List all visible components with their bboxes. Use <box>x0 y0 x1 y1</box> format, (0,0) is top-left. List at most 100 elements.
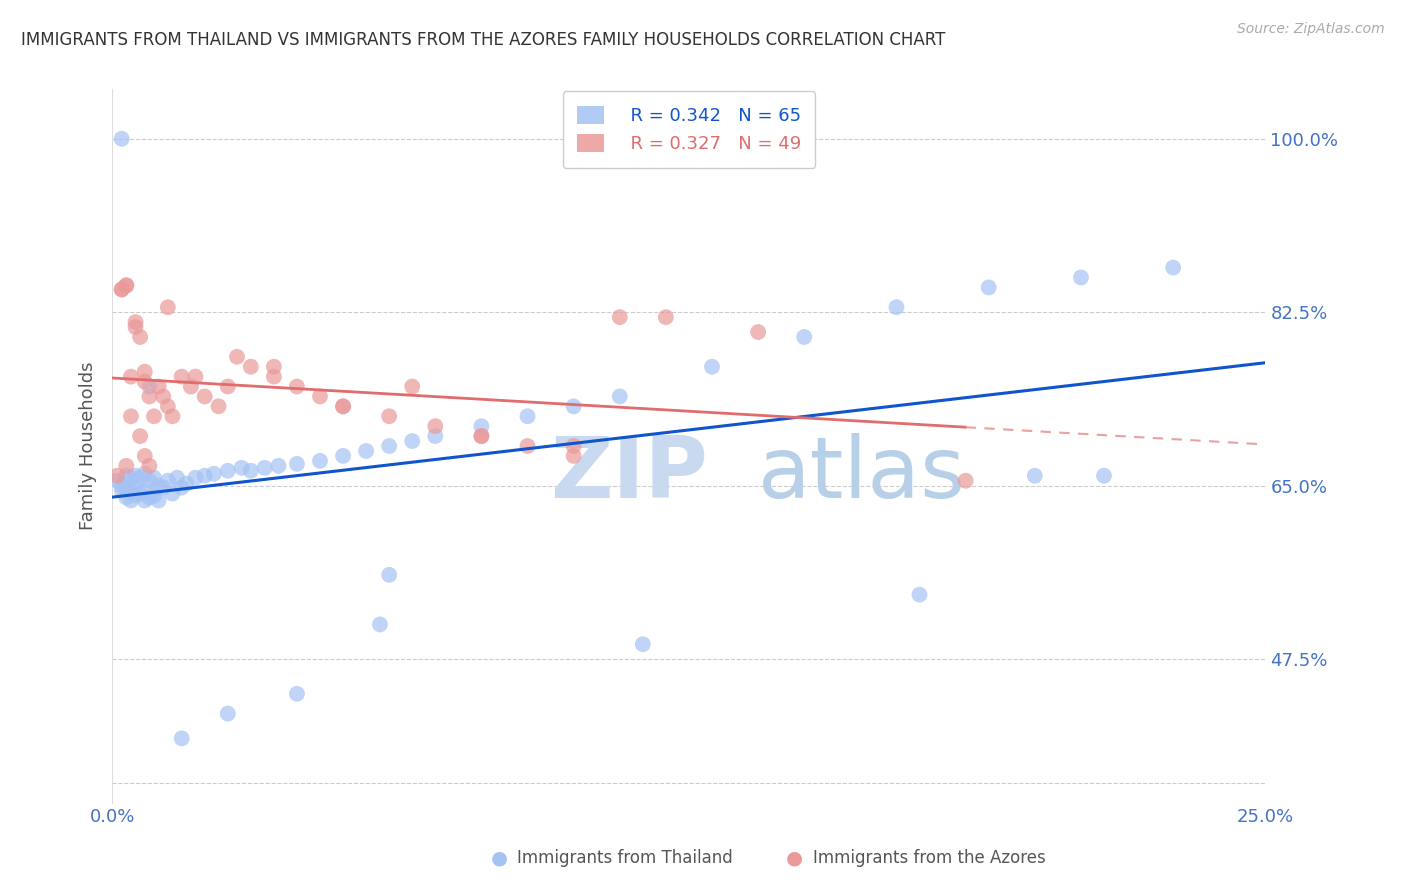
Point <box>1092 468 1115 483</box>
Text: ●: ● <box>786 848 803 868</box>
Point <box>194 389 217 403</box>
Point <box>111 282 134 296</box>
Point <box>129 330 152 344</box>
Point <box>516 439 538 453</box>
Point <box>378 409 401 424</box>
Point <box>156 400 179 414</box>
Point <box>184 471 207 485</box>
Point <box>115 491 138 505</box>
Point <box>166 471 188 485</box>
Y-axis label: Family Households: Family Households <box>79 362 97 530</box>
Point <box>156 474 179 488</box>
Point <box>263 359 285 374</box>
Text: Immigrants from Thailand: Immigrants from Thailand <box>517 849 733 867</box>
Point <box>401 379 423 393</box>
Text: Source: ZipAtlas.com: Source: ZipAtlas.com <box>1237 22 1385 37</box>
Legend:   R = 0.342   N = 65,   R = 0.327   N = 49: R = 0.342 N = 65, R = 0.327 N = 49 <box>562 91 815 168</box>
Point <box>129 486 152 500</box>
Point <box>134 493 156 508</box>
Point <box>354 444 377 458</box>
Point <box>115 468 138 483</box>
Point <box>129 471 152 485</box>
Point <box>231 460 253 475</box>
Point <box>138 458 160 473</box>
Point <box>332 400 354 414</box>
Point <box>368 617 391 632</box>
Point <box>226 350 249 364</box>
Point <box>285 457 308 471</box>
Point <box>263 369 285 384</box>
Point <box>470 419 492 434</box>
Point <box>609 389 631 403</box>
Point <box>332 449 354 463</box>
Point <box>1161 260 1184 275</box>
Point <box>111 282 134 296</box>
Point <box>194 468 217 483</box>
Point <box>516 409 538 424</box>
Point <box>562 400 585 414</box>
Point <box>174 476 197 491</box>
Point <box>747 325 769 339</box>
Point <box>253 460 276 475</box>
Point <box>309 389 332 403</box>
Point <box>401 434 423 448</box>
Point <box>332 400 354 414</box>
Point <box>115 278 138 293</box>
Point <box>239 464 262 478</box>
Point <box>134 375 156 389</box>
Point <box>378 567 401 582</box>
Point <box>425 419 447 434</box>
Point <box>124 468 146 483</box>
Point <box>134 483 156 498</box>
Point <box>180 379 202 393</box>
Point <box>170 481 193 495</box>
Point <box>124 315 146 329</box>
Point <box>111 483 134 498</box>
Text: ●: ● <box>491 848 508 868</box>
Point <box>170 731 193 746</box>
Point <box>124 320 146 334</box>
Point <box>267 458 290 473</box>
Point <box>134 467 156 481</box>
Point <box>124 489 146 503</box>
Point <box>115 481 138 495</box>
Point <box>217 464 239 478</box>
Point <box>908 588 931 602</box>
Point <box>105 468 128 483</box>
Point <box>120 471 142 485</box>
Point <box>1024 468 1046 483</box>
Point <box>152 389 174 403</box>
Point <box>1070 270 1092 285</box>
Point <box>115 278 138 293</box>
Point <box>170 369 193 384</box>
Text: IMMIGRANTS FROM THAILAND VS IMMIGRANTS FROM THE AZORES FAMILY HOUSEHOLDS CORRELA: IMMIGRANTS FROM THAILAND VS IMMIGRANTS F… <box>21 31 945 49</box>
Point <box>700 359 723 374</box>
Point <box>148 379 170 393</box>
Point <box>129 429 152 443</box>
Point <box>470 429 492 443</box>
Point <box>143 471 166 485</box>
Point <box>239 359 262 374</box>
Point <box>111 478 134 492</box>
Point <box>120 409 142 424</box>
Point <box>120 493 142 508</box>
Point <box>217 379 239 393</box>
Point <box>631 637 654 651</box>
Point <box>138 491 160 505</box>
Point <box>425 429 447 443</box>
Point <box>124 481 146 495</box>
Point <box>470 429 492 443</box>
Point <box>285 379 308 393</box>
Text: atlas: atlas <box>758 433 966 516</box>
Text: ZIP: ZIP <box>551 433 709 516</box>
Point <box>120 483 142 498</box>
Point <box>105 474 128 488</box>
Point <box>115 458 138 473</box>
Point <box>143 409 166 424</box>
Point <box>111 132 134 146</box>
Point <box>138 389 160 403</box>
Text: Immigrants from the Azores: Immigrants from the Azores <box>813 849 1046 867</box>
Point <box>152 481 174 495</box>
Point <box>886 300 908 314</box>
Point <box>562 439 585 453</box>
